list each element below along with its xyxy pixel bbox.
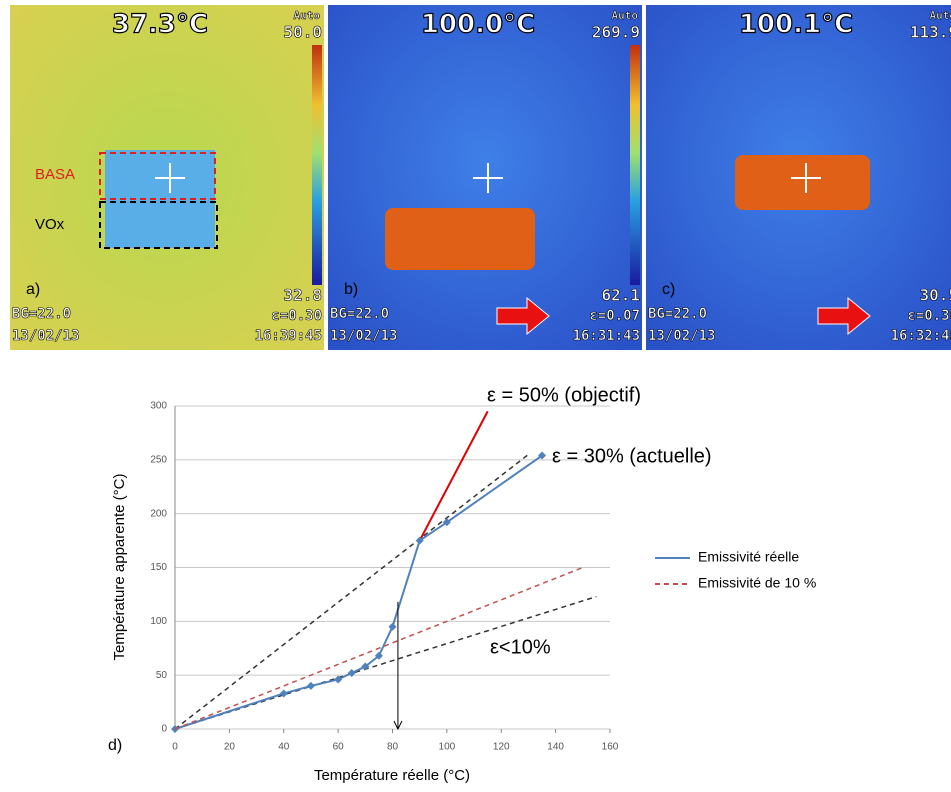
y-tick-label: 100 [150,616,167,627]
scale-min: 32.8 [283,286,322,305]
marker [306,681,315,690]
x-tick-label: 0 [172,742,178,753]
marker [538,451,547,460]
background-temp: BG=22.0 [12,306,71,322]
marker [388,622,397,631]
marker [334,675,343,684]
temperature: 100.1°C [739,10,853,40]
temperature: 100.0°C [421,10,535,40]
x-tick-label: 20 [224,742,236,753]
date: 13/02/13 [648,328,715,344]
emissivity: ε=0.30 [271,308,322,324]
x-tick-label: 60 [333,742,345,753]
hot-device [735,155,870,210]
y-tick-label: 150 [150,562,167,573]
x-tick-label: 120 [493,742,510,753]
time: 16:31:43 [573,328,640,344]
background-temp: BG=22.0 [648,306,707,322]
scale-max: 50.0 [283,23,322,42]
guide-line [418,410,489,542]
x-tick-label: 80 [387,742,399,753]
thermal-a [10,5,324,350]
panel-label: a) [26,281,40,298]
y-axis-title: Température apparente (°C) [111,474,128,661]
date: 13/02/13 [12,328,79,344]
crosshair [155,163,185,193]
emissivity: ε=0.30 [907,308,951,324]
arrow [817,296,871,336]
marker [347,669,356,678]
annotation: ε = 30% (actuelle) [552,445,712,467]
marker [442,518,451,527]
y-tick-label: 200 [150,508,167,519]
date: 13/02/13 [330,328,397,344]
color-scale [630,45,640,285]
time: 16:39:45 [255,328,322,344]
scale-min: 62.1 [601,286,640,305]
background-temp: BG=22.0 [330,306,389,322]
arrow [496,296,550,336]
panel-label: d) [108,737,122,754]
crosshair [791,163,821,193]
legend-label: Emissivité réelle [698,549,799,565]
y-tick-label: 250 [150,454,167,465]
legend-label: Emissivité de 10 % [698,575,816,591]
marker [361,662,370,671]
arrow-head [393,720,403,731]
x-tick-label: 40 [278,742,290,753]
panel-label: c) [662,281,675,298]
temperature: 37.3°C [112,10,208,40]
mode: Auto [294,9,321,22]
scale-max: 269.9 [592,23,640,42]
scale-max: 113.9 [910,23,951,42]
x-tick-label: 160 [602,742,619,753]
vox-box [99,201,218,249]
marker [279,689,288,698]
time: 16:32:45 [891,328,951,344]
hot-device [385,208,535,270]
marker [374,651,383,660]
marker [415,536,424,545]
guide-line [174,453,529,730]
crosshair [473,163,503,193]
color-scale [312,45,322,285]
y-tick-label: 50 [156,670,168,681]
scale-min: 30.5 [919,286,951,305]
y-tick-label: 0 [161,724,167,735]
mode: Auto [612,9,639,22]
x-tick-label: 100 [439,742,456,753]
region-label: BASA [35,166,75,183]
x-tick-label: 140 [547,742,564,753]
series-line [174,566,584,730]
annotation: ε<10% [490,636,551,658]
annotation: ε = 50% (objectif) [487,384,641,406]
panel-label: b) [344,281,358,298]
x-axis-title: Température réelle (°C) [314,767,470,784]
mode: Auto [930,9,951,22]
y-tick-label: 300 [150,401,167,412]
emissivity: ε=0.07 [589,308,640,324]
region-label: VOx [35,216,65,233]
series-line [174,454,543,730]
